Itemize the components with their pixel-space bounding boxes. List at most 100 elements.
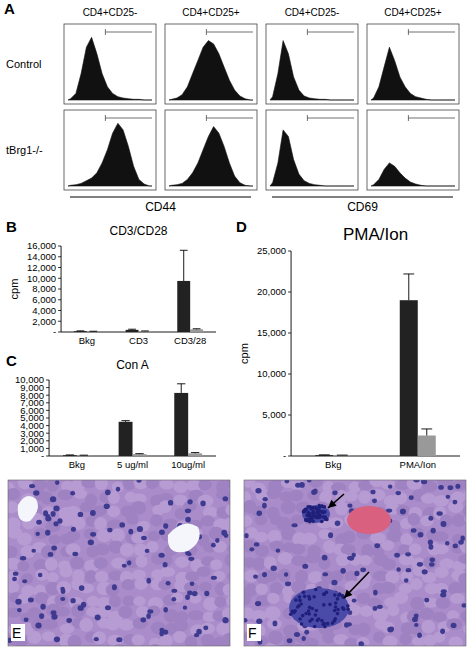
lymphocyte <box>314 588 318 592</box>
gate <box>408 115 409 121</box>
y-axis <box>49 380 50 456</box>
histogram-area <box>270 130 354 186</box>
cytoplasm <box>328 517 343 528</box>
cytoplasm <box>8 488 20 500</box>
category-label: Bkg <box>69 459 85 470</box>
cytoplasm <box>304 637 319 646</box>
cytoplasm <box>58 489 74 500</box>
cytoplasm <box>382 559 396 570</box>
cytoplasm <box>112 481 124 492</box>
nucleus <box>29 484 35 488</box>
bar <box>177 281 190 332</box>
cytoplasm <box>400 633 412 645</box>
cytoplasm <box>410 578 422 590</box>
axis-title: cpm <box>8 279 20 300</box>
nucleus <box>15 599 21 605</box>
bar-chart: C-1,0002,0003,0004,0005,0006,0007,0008,0… <box>6 352 216 470</box>
cytoplasm <box>291 581 306 594</box>
cytoplasm <box>126 513 139 525</box>
cytoplasm <box>94 517 107 531</box>
tick-label: 6,000 <box>32 294 56 305</box>
column-header: CD4+CD25+ <box>384 7 441 18</box>
nucleus <box>90 510 96 516</box>
lymphocyte <box>320 520 324 524</box>
lymphocyte <box>322 593 326 597</box>
cytoplasm <box>344 491 358 502</box>
nucleus <box>322 555 328 561</box>
nucleus <box>24 618 29 623</box>
nucleus <box>417 633 422 638</box>
nucleus <box>302 564 308 569</box>
cytoplasm <box>122 579 135 590</box>
gate <box>408 118 455 119</box>
cytoplasm <box>171 593 183 603</box>
cytoplasm <box>381 480 396 489</box>
marker-underline <box>272 197 453 198</box>
cytoplasm <box>35 569 48 581</box>
cytoplasm <box>244 570 259 583</box>
tissue <box>244 480 466 646</box>
nucleus <box>53 505 59 511</box>
nucleus <box>335 521 341 527</box>
cytoplasm <box>343 531 356 544</box>
cytoplasm <box>17 532 32 545</box>
cytoplasm <box>440 514 453 527</box>
histogram-area <box>371 47 455 100</box>
nucleus <box>187 499 192 504</box>
cytoplasm <box>344 638 358 646</box>
cytoplasm <box>201 515 215 526</box>
gate <box>105 29 106 35</box>
nucleus <box>95 615 101 621</box>
nucleus <box>440 629 445 635</box>
vessel <box>168 523 200 552</box>
nucleus <box>453 543 458 548</box>
nucleus <box>396 567 400 572</box>
letter-patch <box>11 624 25 641</box>
nucleus <box>223 496 229 501</box>
lymphocyte <box>298 595 302 599</box>
error-bar <box>141 330 149 331</box>
lymphocyte <box>334 605 338 609</box>
error-cap <box>66 454 74 455</box>
cytoplasm <box>296 501 311 513</box>
nucleus <box>322 572 328 576</box>
nucleus <box>394 553 400 558</box>
cytoplasm <box>290 480 305 490</box>
cytoplasm <box>150 514 162 527</box>
cytoplasm <box>148 644 162 646</box>
error-cap <box>128 329 136 330</box>
nucleus <box>94 637 99 641</box>
cytoplasm <box>175 556 189 568</box>
nucleus <box>185 595 190 600</box>
histogram-frame <box>64 24 156 104</box>
nucleus <box>71 527 76 532</box>
cytoplasm <box>81 480 96 488</box>
cytoplasm <box>95 480 108 490</box>
cytoplasm <box>228 543 230 556</box>
cytoplasm <box>137 521 150 532</box>
frame <box>244 480 466 646</box>
cytoplasm <box>106 619 121 630</box>
nucleus <box>163 629 168 634</box>
nucleus <box>50 496 56 502</box>
cytoplasm <box>160 567 175 577</box>
bar <box>400 300 418 456</box>
panel-letter: C <box>6 352 17 369</box>
nucleus <box>263 497 268 501</box>
gate <box>307 32 354 33</box>
cytoplasm <box>173 620 188 632</box>
nucleus <box>451 623 457 628</box>
histogram-area <box>169 127 253 186</box>
error-cap <box>337 455 348 456</box>
nucleus <box>45 516 51 522</box>
nucleus <box>294 632 300 637</box>
lymphocyte <box>307 609 311 613</box>
cytoplasm <box>301 532 317 545</box>
nucleus <box>163 607 168 612</box>
cytoplasm <box>119 619 134 631</box>
gate <box>408 29 409 35</box>
cytoplasm <box>223 518 230 531</box>
error-cap <box>135 453 143 454</box>
nucleus <box>223 617 228 623</box>
marker-label: CD69 <box>347 200 378 214</box>
